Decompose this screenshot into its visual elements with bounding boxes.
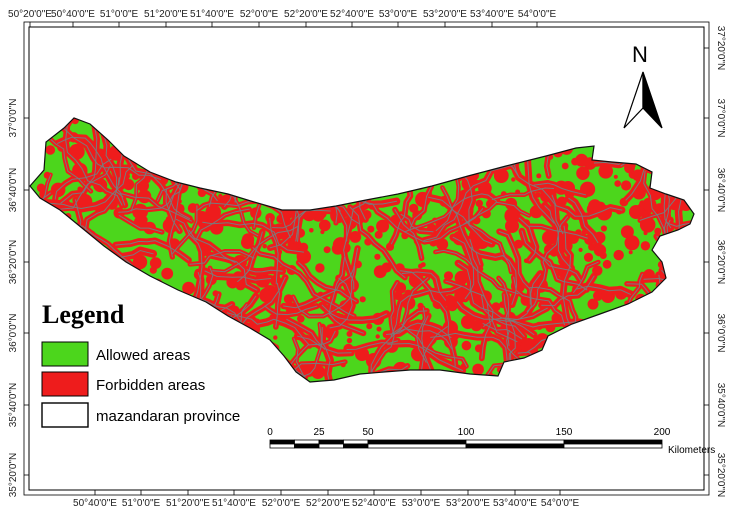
right-tick-label: 37°0'0"N xyxy=(715,99,726,138)
scale-unit: Kilometers xyxy=(668,445,715,456)
top-tick-label: 50°20'0"E xyxy=(8,9,52,20)
north-label: N xyxy=(632,42,648,67)
left-tick-label: 35°20'0"N xyxy=(8,453,19,498)
bottom-tick-label: 52°20'0"E xyxy=(306,498,350,509)
scale-bar: Kilometers 0 25 50 100 150 200 xyxy=(267,427,715,456)
scale-label: 100 xyxy=(458,427,475,438)
legend-label-province: mazandaran province xyxy=(96,408,240,425)
left-tick-label: 35°40'0"N xyxy=(8,383,19,428)
bottom-tick-label: 53°0'0"E xyxy=(402,498,441,509)
right-tick-label: 36°40'0"N xyxy=(715,168,726,213)
right-tick-label: 35°20'0"N xyxy=(715,453,726,498)
bottom-tick-label: 52°40'0"E xyxy=(352,498,396,509)
bottom-tick-label: 50°40'0"E xyxy=(73,498,117,509)
legend-label-allowed: Allowed areas xyxy=(96,347,190,364)
legend-swatch-forbidden xyxy=(41,371,89,397)
bottom-tick-label: 51°40'0"E xyxy=(212,498,256,509)
legend: Legend Allowed areas Forbidden areas maz… xyxy=(41,300,240,428)
top-tick-label: 52°40'0"E xyxy=(330,9,374,20)
top-tick-label: 50°40'0"E xyxy=(51,9,95,20)
province-border xyxy=(29,117,695,383)
scale-label: 25 xyxy=(313,427,325,438)
top-tick-label: 53°40'0"E xyxy=(470,9,514,20)
left-tick-label: 37°0'0"N xyxy=(8,99,19,138)
top-tick-label: 53°20'0"E xyxy=(423,9,467,20)
legend-swatch-province xyxy=(41,402,89,428)
top-tick-label: 51°0'0"E xyxy=(100,9,139,20)
bottom-tick-label: 53°40'0"E xyxy=(493,498,537,509)
right-tick-label: 36°20'0"N xyxy=(715,240,726,285)
top-tick-label: 52°0'0"E xyxy=(240,9,279,20)
right-tick-label: 35°40'0"N xyxy=(715,383,726,428)
right-tick-label: 37°20'0"N xyxy=(715,26,726,71)
bottom-tick-label: 53°20'0"E xyxy=(446,498,490,509)
bottom-tick-label: 54°0'0"E xyxy=(541,498,580,509)
scale-label: 200 xyxy=(654,427,671,438)
bottom-tick-label: 51°20'0"E xyxy=(166,498,210,509)
left-tick-label: 36°0'0"N xyxy=(8,314,19,353)
scale-label: 50 xyxy=(362,427,374,438)
north-arrow-icon xyxy=(623,71,663,129)
scale-label: 150 xyxy=(556,427,573,438)
top-tick-label: 51°40'0"E xyxy=(190,9,234,20)
left-tick-label: 36°20'0"N xyxy=(8,240,19,285)
top-tick-label: 52°20'0"E xyxy=(284,9,328,20)
legend-swatch-allowed xyxy=(41,341,89,367)
bottom-tick-label: 51°0'0"E xyxy=(122,498,161,509)
north-arrow: N xyxy=(623,42,663,129)
top-tick-label: 51°20'0"E xyxy=(144,9,188,20)
top-tick-label: 53°0'0"E xyxy=(379,9,418,20)
scale-label: 0 xyxy=(267,427,273,438)
graticule-ticks: 50°20'0"E 50°40'0"E 51°0'0"E 51°20'0"E 51°40… xyxy=(8,9,726,509)
left-tick-label: 36°40'0"N xyxy=(8,168,19,213)
legend-title: Legend xyxy=(42,300,125,329)
bottom-tick-label: 52°0'0"E xyxy=(262,498,301,509)
legend-label-forbidden: Forbidden areas xyxy=(96,377,205,394)
right-tick-label: 36°0'0"N xyxy=(715,314,726,353)
top-tick-label: 54°0'0"E xyxy=(518,9,557,20)
map-frame-outer xyxy=(23,21,710,496)
